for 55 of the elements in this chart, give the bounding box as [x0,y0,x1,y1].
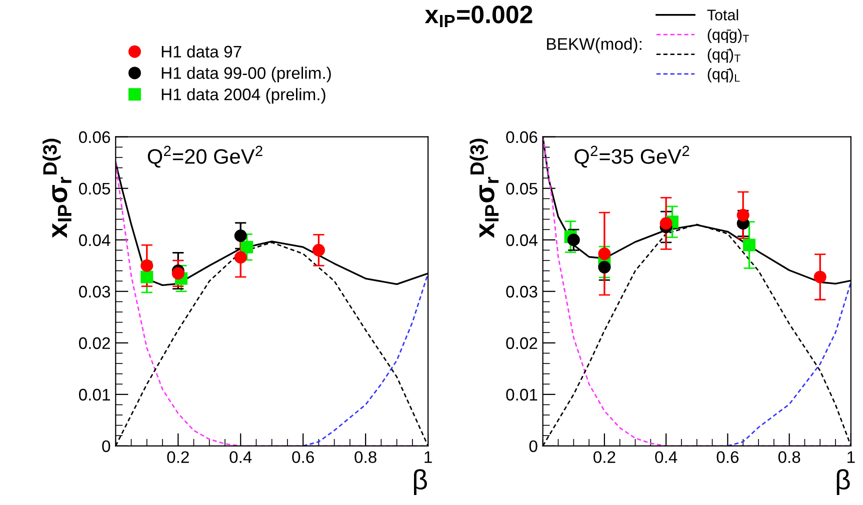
annotation: Q$^{2}$=20 GeV$^{2}$ [148,146,262,168]
point [140,270,154,284]
x-tick-label: 0.2 [167,451,189,464]
point [736,208,750,222]
y-tick-label: 0.03 [506,286,538,298]
x-axis-title: β [414,469,427,495]
y-tick-label: 0.04 [78,234,110,246]
annotation: Q$^{2}$=35 GeV$^{2}$ [574,146,690,168]
line-series [542,136,851,446]
x-tick-label: 0.2 [594,451,616,464]
point [312,244,325,256]
x-tick-label: 0.6 [292,451,314,464]
point [140,259,154,272]
legend-label: H1 data 2004 (prelim.) [162,88,326,104]
x-tick-label: 1 [848,451,855,463]
y-tick-label: 0.03 [78,286,110,298]
y-tick-label: 0.01 [506,388,538,401]
point [234,230,247,242]
y-tick-label: 0.01 [78,388,110,401]
line-series [726,281,851,446]
y-tick-label: 0.06 [506,131,538,144]
x-tick-label: 0.6 [716,451,739,464]
y-tick-label: 0.05 [78,182,110,195]
legend-label: Total [707,9,738,20]
y-tick-label: 0.02 [506,337,538,350]
legend-label: (qq̄)$_{T}$ [708,48,740,63]
x-tick-label: 1 [424,451,432,463]
legend-label: H1 data 99-00 (prelim.) [162,66,331,82]
point [598,248,611,260]
point [234,251,247,264]
x-tick-label: 0.8 [778,451,800,464]
legend-label: (qq̄)$_{L}$ [708,68,740,82]
point [567,234,580,246]
point [743,238,756,252]
y-axis-title: x$_{IP}$σ$_{r}$$^{D(3)}$ [470,138,499,238]
x-tick-label: 0.4 [230,451,252,464]
legend-label: (qq̄g)$_{T}$ [708,28,749,43]
y-axis-title: x$_{IP}$σ$_{r}$$^{D(3)}$ [42,138,72,238]
legend-label: H1 data 97 [162,45,242,58]
y-tick-label: 0 [529,440,538,452]
text: x$_{IP}$=0.002 [424,6,532,28]
point [240,240,254,254]
y-tick-label: 0.02 [78,337,110,350]
y-tick-label: 0.05 [506,182,538,195]
point [660,217,672,230]
y-tick-label: 0 [102,440,110,452]
y-tick-label: 0.04 [506,234,538,246]
x-tick-label: 0.8 [354,451,376,464]
legend-title: BEKW(mod): [547,38,642,54]
y-tick-label: 0.06 [78,131,110,144]
x-tick-label: 0.4 [655,451,678,464]
point [598,260,611,274]
point [814,270,826,284]
point [172,267,184,280]
x-axis-title: β [836,469,850,495]
